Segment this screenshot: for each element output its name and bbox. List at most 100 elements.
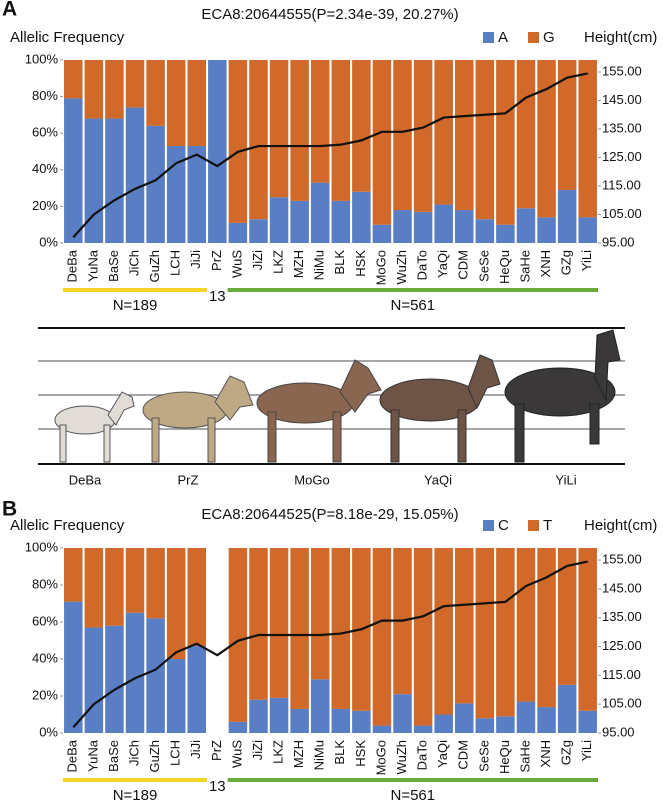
bar-segment — [105, 118, 124, 243]
y2-tick-label: 155.00 — [602, 552, 642, 567]
bar-segment — [249, 548, 268, 700]
bar-segment — [105, 625, 124, 733]
y2-tick-label: 95.00 — [602, 724, 635, 739]
bar-segment — [125, 612, 145, 733]
bar-segment — [166, 659, 186, 733]
bar-segment — [516, 208, 536, 243]
x-tick-label: DaTo — [415, 250, 430, 280]
bar-segment — [187, 146, 207, 243]
x-tick-label: YaQi — [435, 250, 450, 278]
bar-segment — [166, 60, 186, 147]
bar-segment — [557, 189, 577, 243]
x-tick-label: JiJi — [188, 250, 203, 269]
x-tick-label: HeQu — [497, 250, 512, 284]
legend-swatch — [483, 520, 494, 531]
panel-letter: A — [2, 0, 17, 21]
bar-segment — [537, 60, 556, 218]
bar-segment — [64, 60, 83, 99]
group-label: N=189 — [113, 297, 158, 314]
x-tick-label: CDM — [456, 740, 471, 770]
y2-tick-label: 95.00 — [602, 234, 635, 249]
x-tick-label: BLK — [332, 250, 347, 275]
x-tick-label: LKZ — [270, 740, 285, 764]
horse-panel: DeBa PrZ MoGo YaQi YiLi — [38, 327, 625, 487]
y2-tick-label: 155.00 — [602, 63, 642, 78]
y-tick-label: 60% — [32, 613, 58, 628]
legend-label: A — [498, 29, 508, 46]
bar-segment — [475, 718, 495, 733]
bar-segment — [146, 60, 165, 126]
bar-segment — [475, 60, 495, 220]
y-tick-label: 20% — [32, 687, 58, 702]
y-tick-label: 40% — [32, 161, 58, 176]
bar-segment — [125, 107, 145, 243]
x-tick-label: WuZh — [394, 740, 409, 774]
x-tick-label: YuNa — [85, 249, 100, 282]
x-tick-label: MoGo — [373, 740, 388, 775]
bar-segment — [578, 60, 597, 218]
legend-swatch — [528, 32, 539, 43]
bar-segment — [125, 548, 145, 613]
bar-segment — [228, 548, 248, 722]
bar-segment — [372, 725, 392, 733]
group-label: 13 — [209, 778, 226, 795]
bar-segment — [290, 548, 309, 709]
y-tick-label: 100% — [25, 51, 59, 66]
bar-segment — [146, 548, 165, 619]
x-tick-label: PrZ — [209, 250, 224, 271]
y2-axis-title: Height(cm) — [584, 517, 657, 534]
x-tick-label: JiJi — [188, 740, 203, 759]
x-tick-label: BaSe — [106, 250, 121, 282]
group-label: N=561 — [390, 787, 435, 804]
bar-segment — [496, 60, 515, 225]
y-tick-label: 0% — [39, 724, 58, 739]
bar-segment — [516, 701, 536, 733]
chart-title: ECA8:20644555(P=2.34e-39, 20.27%) — [201, 6, 458, 23]
bar-segment — [578, 548, 597, 711]
bar-segment — [84, 60, 104, 119]
legend-swatch — [483, 32, 494, 43]
horse-label: PrZ — [178, 472, 199, 487]
bar-segment — [331, 60, 351, 201]
y2-tick-label: 125.00 — [602, 149, 642, 164]
bar-segment — [352, 60, 371, 192]
chart-title: ECA8:20644525(P=8.18e-29, 15.05%) — [201, 506, 458, 523]
bar-segment — [372, 60, 392, 225]
x-tick-label: MoGo — [373, 250, 388, 285]
bar-segment — [372, 548, 392, 726]
bar-segment — [290, 200, 309, 243]
x-tick-label: GuZh — [147, 250, 162, 283]
bar-segment — [249, 699, 268, 733]
x-tick-label: YiLi — [579, 740, 594, 761]
x-tick-label: LKZ — [270, 250, 285, 274]
y-axis-title: Allelic Frequency — [10, 517, 125, 534]
x-tick-label: PrZ — [209, 740, 224, 761]
y2-tick-label: 115.00 — [602, 177, 641, 192]
y2-tick-label: 145.00 — [602, 580, 642, 595]
horse-deba — [54, 391, 135, 463]
bar-segment — [557, 684, 577, 733]
bar-segment — [454, 703, 474, 733]
x-tick-label: JiCh — [126, 740, 141, 766]
x-tick-label: HeQu — [497, 740, 512, 774]
x-tick-label: GuZh — [147, 740, 162, 773]
bar-segment — [166, 548, 186, 659]
x-tick-label: SaHe — [517, 740, 532, 773]
bar-segment — [64, 548, 83, 602]
bar-segment — [105, 548, 124, 626]
horse-yaqi — [379, 354, 501, 463]
bar-segment — [537, 217, 556, 243]
legend-label: C — [498, 517, 509, 534]
y2-tick-label: 105.00 — [602, 696, 642, 711]
y2-tick-label: 135.00 — [602, 609, 642, 624]
bar-segment — [228, 721, 248, 733]
bar-segment — [516, 60, 536, 209]
x-tick-label: NiMu — [312, 250, 327, 280]
horse-label: DeBa — [69, 472, 102, 487]
x-tick-label: GZg — [559, 250, 574, 275]
height-line — [72, 72, 588, 239]
bar-segment — [331, 548, 351, 709]
horse-yili — [504, 329, 621, 463]
bar-segment — [187, 60, 207, 147]
x-tick-label: MZH — [291, 250, 306, 278]
